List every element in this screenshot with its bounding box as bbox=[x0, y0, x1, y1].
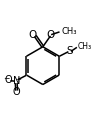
Text: N: N bbox=[13, 76, 20, 86]
Text: O: O bbox=[29, 30, 37, 40]
Text: S: S bbox=[67, 46, 73, 56]
Text: +: + bbox=[15, 77, 21, 83]
Text: −: − bbox=[3, 74, 9, 83]
Text: O: O bbox=[13, 87, 21, 97]
Text: O: O bbox=[47, 30, 55, 40]
Text: O: O bbox=[4, 75, 12, 85]
Text: CH₃: CH₃ bbox=[78, 42, 92, 51]
Text: CH₃: CH₃ bbox=[62, 27, 77, 36]
